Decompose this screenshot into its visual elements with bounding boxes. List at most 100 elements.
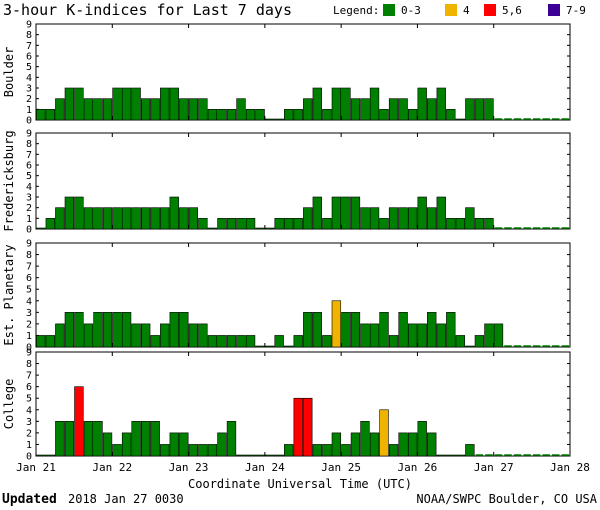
kindex-bar [322,444,332,457]
kindex-bar [360,323,370,348]
kindex-bar [188,444,199,457]
kindex-bar [255,227,265,230]
kindex-bar [36,109,46,121]
kindex-bar [226,218,237,230]
kindex-bar [312,87,322,121]
kindex-bar [312,312,322,348]
kindex-bar [284,218,294,230]
kindex-bar [436,196,446,230]
kindex-bar [93,421,103,457]
kindex-bar [64,312,75,348]
kindex-bar [388,98,399,121]
kindex-bar [121,312,132,348]
y-tick-label: 2 [26,319,32,330]
kindex-bar [74,386,84,457]
kindex-bar [121,87,132,121]
panel-label: Est. Planetary [2,244,16,345]
kindex-bar [484,218,494,230]
kindex-bar [169,196,179,230]
kindex-bar [217,432,227,457]
kindex-bar [293,335,303,348]
x-tick-label: Jan 26 [398,461,438,474]
panel-frame [35,23,571,121]
kindex-bar [83,98,94,121]
kindex-bar [236,454,246,457]
kindex-bar [102,312,113,348]
kindex-bar [160,207,170,230]
legend-text-0-3: 0-3 [401,4,421,17]
kindex-bar [407,207,418,230]
kindex-bar [436,454,446,457]
kindex-bar [455,335,466,348]
kindex-bar [407,323,418,348]
kindex-bar [341,87,351,121]
kindex-bar [474,218,485,230]
y-tick-label: 1 [26,105,32,116]
y-tick-label: 4 [26,296,32,307]
kindex-bar [264,118,275,121]
kindex-bar [407,109,418,121]
kindex-bar [369,323,380,348]
kindex-bar [102,207,113,230]
kindex-bar [169,87,179,121]
y-tick-label: 7 [26,41,32,52]
kindex-bar [217,218,227,230]
legend-swatch-0-3 [383,4,395,16]
kindex-bar [179,312,189,348]
y-tick-label: 7 [26,262,32,273]
kindex-bar [236,98,246,121]
panel-label: Boulder [2,47,16,98]
legend-label: Legend: [333,4,379,17]
y-tick-label: 9 [26,239,32,250]
kindex-bar [207,335,218,348]
kindex-bar [64,421,75,457]
kindex-bar [236,218,246,230]
kindex-bar [55,207,65,230]
kindex-bar [179,432,189,457]
y-tick-label: 6 [26,52,32,63]
y-tick-label: 6 [26,382,32,393]
legend: Legend: 0-3 4 5,6 7-9 [333,4,586,17]
kindex-bar [245,109,256,121]
y-tick-label: 0 [26,116,32,127]
kindex-bar [474,335,485,348]
kindex-bar [312,444,322,457]
y-tick-label: 5 [26,394,32,405]
x-tick-label: Jan 23 [169,461,209,474]
y-tick-label: 1 [26,440,32,451]
kindex-bar [417,87,427,121]
x-tick-label: Jan 27 [474,461,514,474]
kindex-bar [179,98,189,121]
kindex-bar [465,345,475,348]
kindex-bar [417,196,427,230]
y-tick-label: 7 [26,371,32,382]
kindex-bar [465,207,475,230]
y-tick-label: 9 [26,20,32,31]
y-tick-label: 9 [26,129,32,140]
x-tick-label: Jan 22 [92,461,132,474]
kindex-bar [398,98,408,121]
kindex-bar [140,207,151,230]
footer-credit: NOAA/SWPC Boulder, CO USA [416,492,597,506]
y-tick-label: 3 [26,84,32,95]
kindex-bar [341,444,351,457]
kindex-bar [293,109,303,121]
kindex-bar [417,421,427,457]
y-tick-label: 8 [26,250,32,261]
kindex-bar [303,397,313,457]
kindex-bar [388,335,399,348]
y-tick-label: 5 [26,62,32,73]
kindex-bar [322,335,332,348]
y-tick-label: 8 [26,359,32,370]
kindex-bar [274,454,284,457]
y-tick-label: 4 [26,405,32,416]
kindex-bar [160,323,170,348]
kindex-bar [398,312,408,348]
y-tick-label: 0 [26,225,32,236]
y-tick-label: 2 [26,94,32,105]
kindex-bar [121,432,132,457]
